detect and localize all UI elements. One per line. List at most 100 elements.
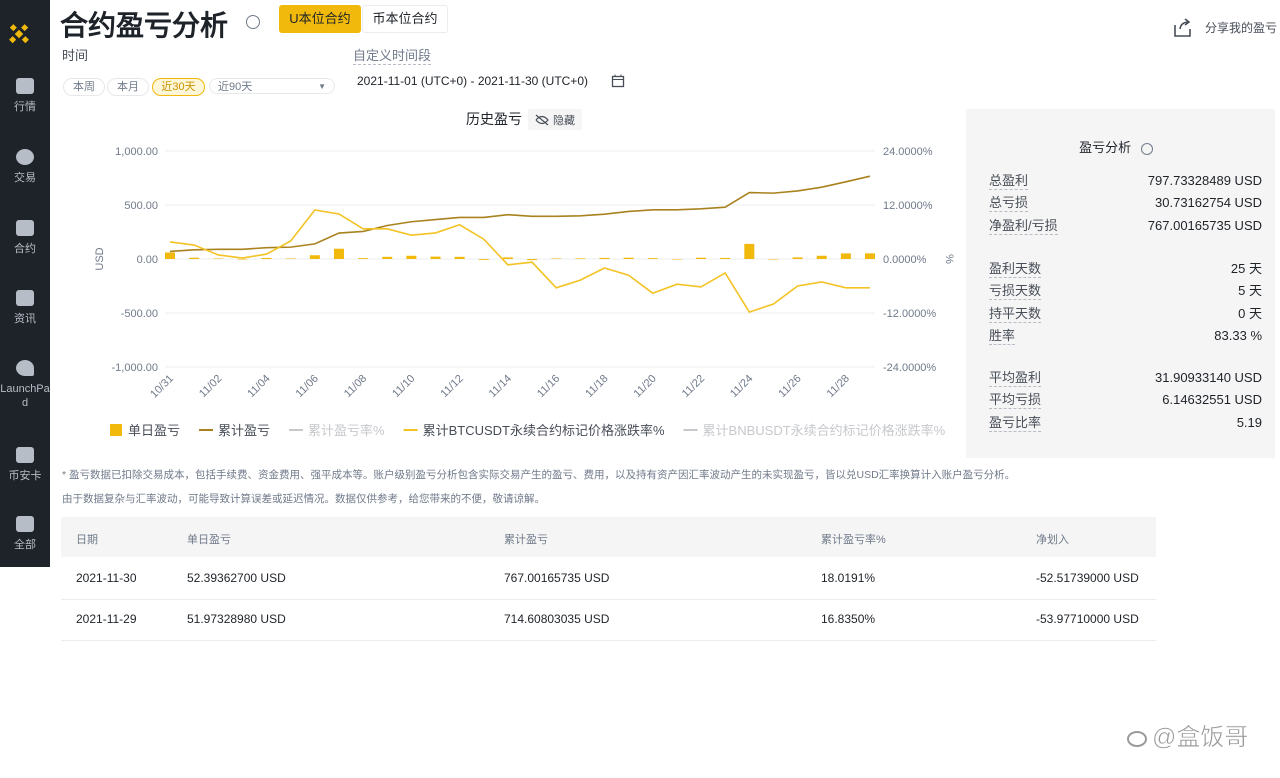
- stats-title: 盈亏分析: [966, 137, 1266, 156]
- legend-swatch[interactable]: [110, 424, 122, 436]
- stat-label[interactable]: 平均亏损: [989, 392, 1042, 410]
- range-dropdown[interactable]: 近90天 ▼: [209, 78, 335, 94]
- nav-label[interactable]: 合约: [14, 243, 36, 255]
- x-tick-label: 11/26: [776, 373, 803, 400]
- x-tick-label: 11/08: [342, 373, 369, 400]
- stat-value: 5 天: [1238, 283, 1262, 299]
- bar: [309, 255, 320, 259]
- stat-label[interactable]: 净盈利/亏损: [989, 217, 1058, 235]
- table-cell: 714.60803035 USD: [504, 612, 610, 626]
- y2-tick-label: -12.0000%: [883, 308, 936, 320]
- legend-label[interactable]: 累计BNBUSDT永续合约标记价格涨跌率%: [703, 423, 946, 438]
- bar: [840, 253, 851, 259]
- bar: [406, 255, 417, 259]
- stat-label[interactable]: 持平天数: [989, 305, 1042, 323]
- share-icon[interactable]: [1172, 17, 1194, 39]
- bar: [527, 259, 538, 261]
- bar: [382, 256, 393, 259]
- nav-label[interactable]: 币安卡: [8, 470, 42, 482]
- toggle-button[interactable]: [528, 109, 582, 130]
- toggle-label[interactable]: 隐藏: [553, 114, 575, 127]
- legend-label[interactable]: 累计盈亏: [218, 423, 270, 438]
- share-link[interactable]: 分享我的盈亏: [1205, 21, 1278, 35]
- bar: [671, 259, 682, 260]
- nav-item[interactable]: 交易: [0, 149, 50, 185]
- x-tick-label: 11/04: [245, 373, 272, 400]
- bar: [696, 257, 707, 259]
- stat-label[interactable]: 胜率: [989, 327, 1016, 345]
- x-tick-label: 11/22: [680, 373, 707, 400]
- y-tick-label: 1,000.00: [115, 146, 158, 158]
- range-button[interactable]: 本月: [107, 78, 149, 96]
- bar: [816, 255, 827, 259]
- table-cell: 2021-11-29: [76, 612, 137, 626]
- range-button-active[interactable]: 近30天: [152, 78, 205, 96]
- table-header: [61, 517, 1156, 557]
- stat-label[interactable]: 盈亏比率: [989, 414, 1042, 432]
- dropdown-label[interactable]: 近90天: [218, 81, 253, 93]
- nav-label[interactable]: LaunchPad: [0, 383, 50, 409]
- legend-label[interactable]: 单日盈亏: [128, 423, 180, 438]
- nav-label[interactable]: 交易: [14, 172, 36, 184]
- bar: [261, 257, 272, 259]
- bar: [647, 258, 658, 259]
- y-tick-label: 0.00: [137, 254, 158, 266]
- table-header-cell: 累计盈亏: [504, 534, 548, 546]
- info-icon[interactable]: [246, 15, 260, 29]
- calendar-icon[interactable]: [611, 74, 625, 88]
- time-label: 时间: [62, 48, 89, 63]
- stat-value: 25 天: [1230, 261, 1262, 276]
- note: 由于数据复杂与汇率波动，可能导致计算误差或延迟情况。数据仅供参考，给您带来的不便…: [62, 493, 545, 505]
- nav-item[interactable]: 资讯: [0, 290, 50, 326]
- stat-label[interactable]: 总盈利: [989, 173, 1029, 190]
- stat-label[interactable]: 亏损天数: [989, 283, 1042, 301]
- page-title: 合约盈亏分析: [60, 10, 229, 41]
- range-button[interactable]: 本周: [63, 78, 105, 96]
- x-tick-label: 11/28: [825, 373, 852, 400]
- eye-icon[interactable]: [535, 114, 549, 126]
- nav-item[interactable]: 全部: [0, 516, 50, 552]
- table-header-cell: 累计盈亏率%: [821, 534, 886, 546]
- table-cell: 767.00165735 USD: [504, 571, 610, 585]
- table-header-cell: 日期: [76, 534, 98, 546]
- nav-label[interactable]: 全部: [14, 539, 36, 551]
- tab-active[interactable]: U本位合约: [279, 5, 361, 33]
- row-divider: [61, 599, 1156, 600]
- nav-item[interactable]: 币安卡: [0, 447, 50, 483]
- note: * 盈亏数据已扣除交易成本，包括手续费、资金费用、强平成本等。账户级别盈亏分析包…: [62, 469, 1016, 481]
- y2-axis-title: %: [943, 254, 955, 264]
- stat-value: 30.73162754 USD: [1155, 195, 1262, 211]
- x-tick-label: 11/14: [487, 373, 514, 400]
- nav-label[interactable]: 资讯: [14, 313, 36, 325]
- stat-value: 83.33 %: [1214, 327, 1262, 343]
- bar: [333, 248, 344, 259]
- x-tick-label: 11/10: [390, 373, 417, 400]
- tab[interactable]: 币本位合约: [362, 5, 448, 33]
- custom-range[interactable]: 自定义时间段: [353, 45, 432, 65]
- table-cell: 51.97328980 USD: [187, 612, 286, 626]
- bar: [478, 259, 489, 260]
- legend-label[interactable]: 累计BTCUSDT永续合约标记价格涨跌率%: [423, 423, 665, 438]
- bar: [768, 259, 779, 260]
- logo[interactable]: [0, 0, 50, 50]
- chart-title: 历史盈亏: [466, 111, 522, 127]
- nav-item[interactable]: 合约: [0, 220, 50, 256]
- watermark: @盒饭哥: [1127, 724, 1249, 751]
- nav-item[interactable]: LaunchPad: [0, 360, 50, 410]
- date-range[interactable]: 2021-11-01 (UTC+0) - 2021-11-30 (UTC+0): [357, 74, 588, 88]
- bar: [575, 258, 586, 259]
- stat-value: 767.00165735 USD: [1147, 217, 1262, 233]
- stat-label[interactable]: 总亏损: [989, 195, 1029, 213]
- stats-body: 盈亏分析 总盈利 797.73328489 USD 总亏损 30.73162754 U…: [966, 109, 1275, 458]
- nav-item[interactable]: 行情: [0, 78, 50, 114]
- nav-label[interactable]: 行情: [14, 101, 36, 113]
- stat-label[interactable]: 平均盈利: [989, 370, 1042, 387]
- stat-value: 5.19: [1236, 414, 1262, 430]
- bar: [189, 257, 200, 259]
- bar: [744, 243, 755, 259]
- stat-value: 6.14632551 USD: [1162, 392, 1262, 408]
- legend-label[interactable]: 累计盈亏率%: [308, 423, 385, 438]
- bar: [430, 256, 441, 259]
- stat-label[interactable]: 盈利天数: [989, 261, 1042, 278]
- pnl-table: 日期 单日盈亏 累计盈亏 累计盈亏率% 净划入 2021-11-30 52.39362700…: [61, 517, 1156, 641]
